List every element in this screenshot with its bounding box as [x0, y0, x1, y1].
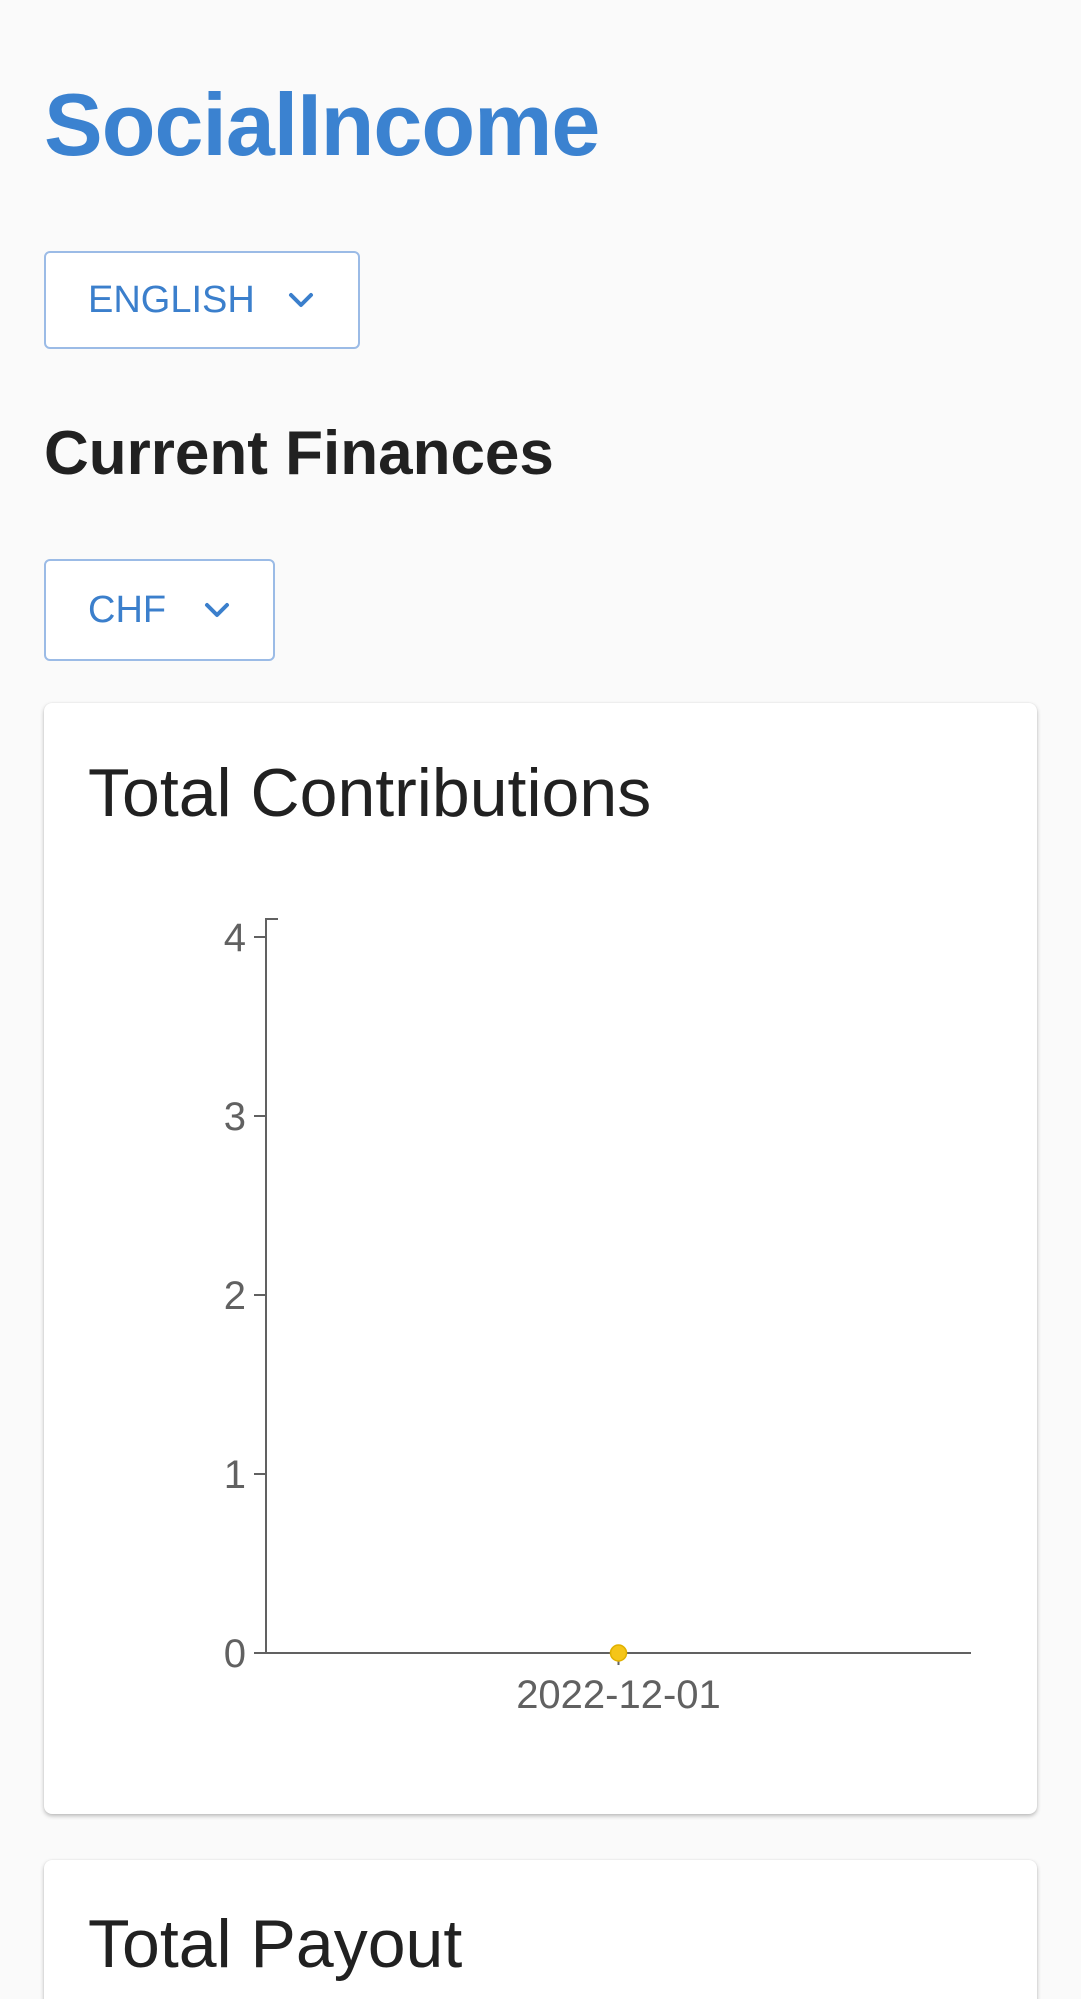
payout-card: Total Payout [44, 1860, 1037, 1999]
y-tick-label: 0 [224, 1632, 246, 1676]
currency-select[interactable]: CHF [44, 559, 275, 661]
y-axis-line [265, 918, 278, 1653]
section-title: Current Finances [44, 419, 554, 488]
x-tick-label: 2022-12-01 [516, 1673, 721, 1717]
y-tick-label: 3 [224, 1095, 246, 1139]
y-tick-label: 2 [224, 1274, 246, 1318]
contributions-card: Total Contributions 0 1 2 3 4 2022-12-01 [44, 703, 1037, 1814]
chevron-down-icon [289, 293, 313, 307]
app-title[interactable]: SocialIncome [44, 75, 600, 174]
data-point [609, 1644, 628, 1662]
language-select[interactable]: ENGLISH [44, 251, 360, 349]
payout-card-title: Total Payout [88, 1906, 463, 1982]
chevron-down-icon [205, 603, 229, 617]
y-tick-label: 4 [224, 916, 246, 960]
y-tick-label: 1 [224, 1453, 246, 1497]
contributions-card-title: Total Contributions [88, 755, 652, 831]
language-select-value: ENGLISH [88, 278, 255, 321]
contributions-chart: 0 1 2 3 4 2022-12-01 [224, 916, 971, 1717]
currency-select-value: CHF [88, 588, 167, 631]
